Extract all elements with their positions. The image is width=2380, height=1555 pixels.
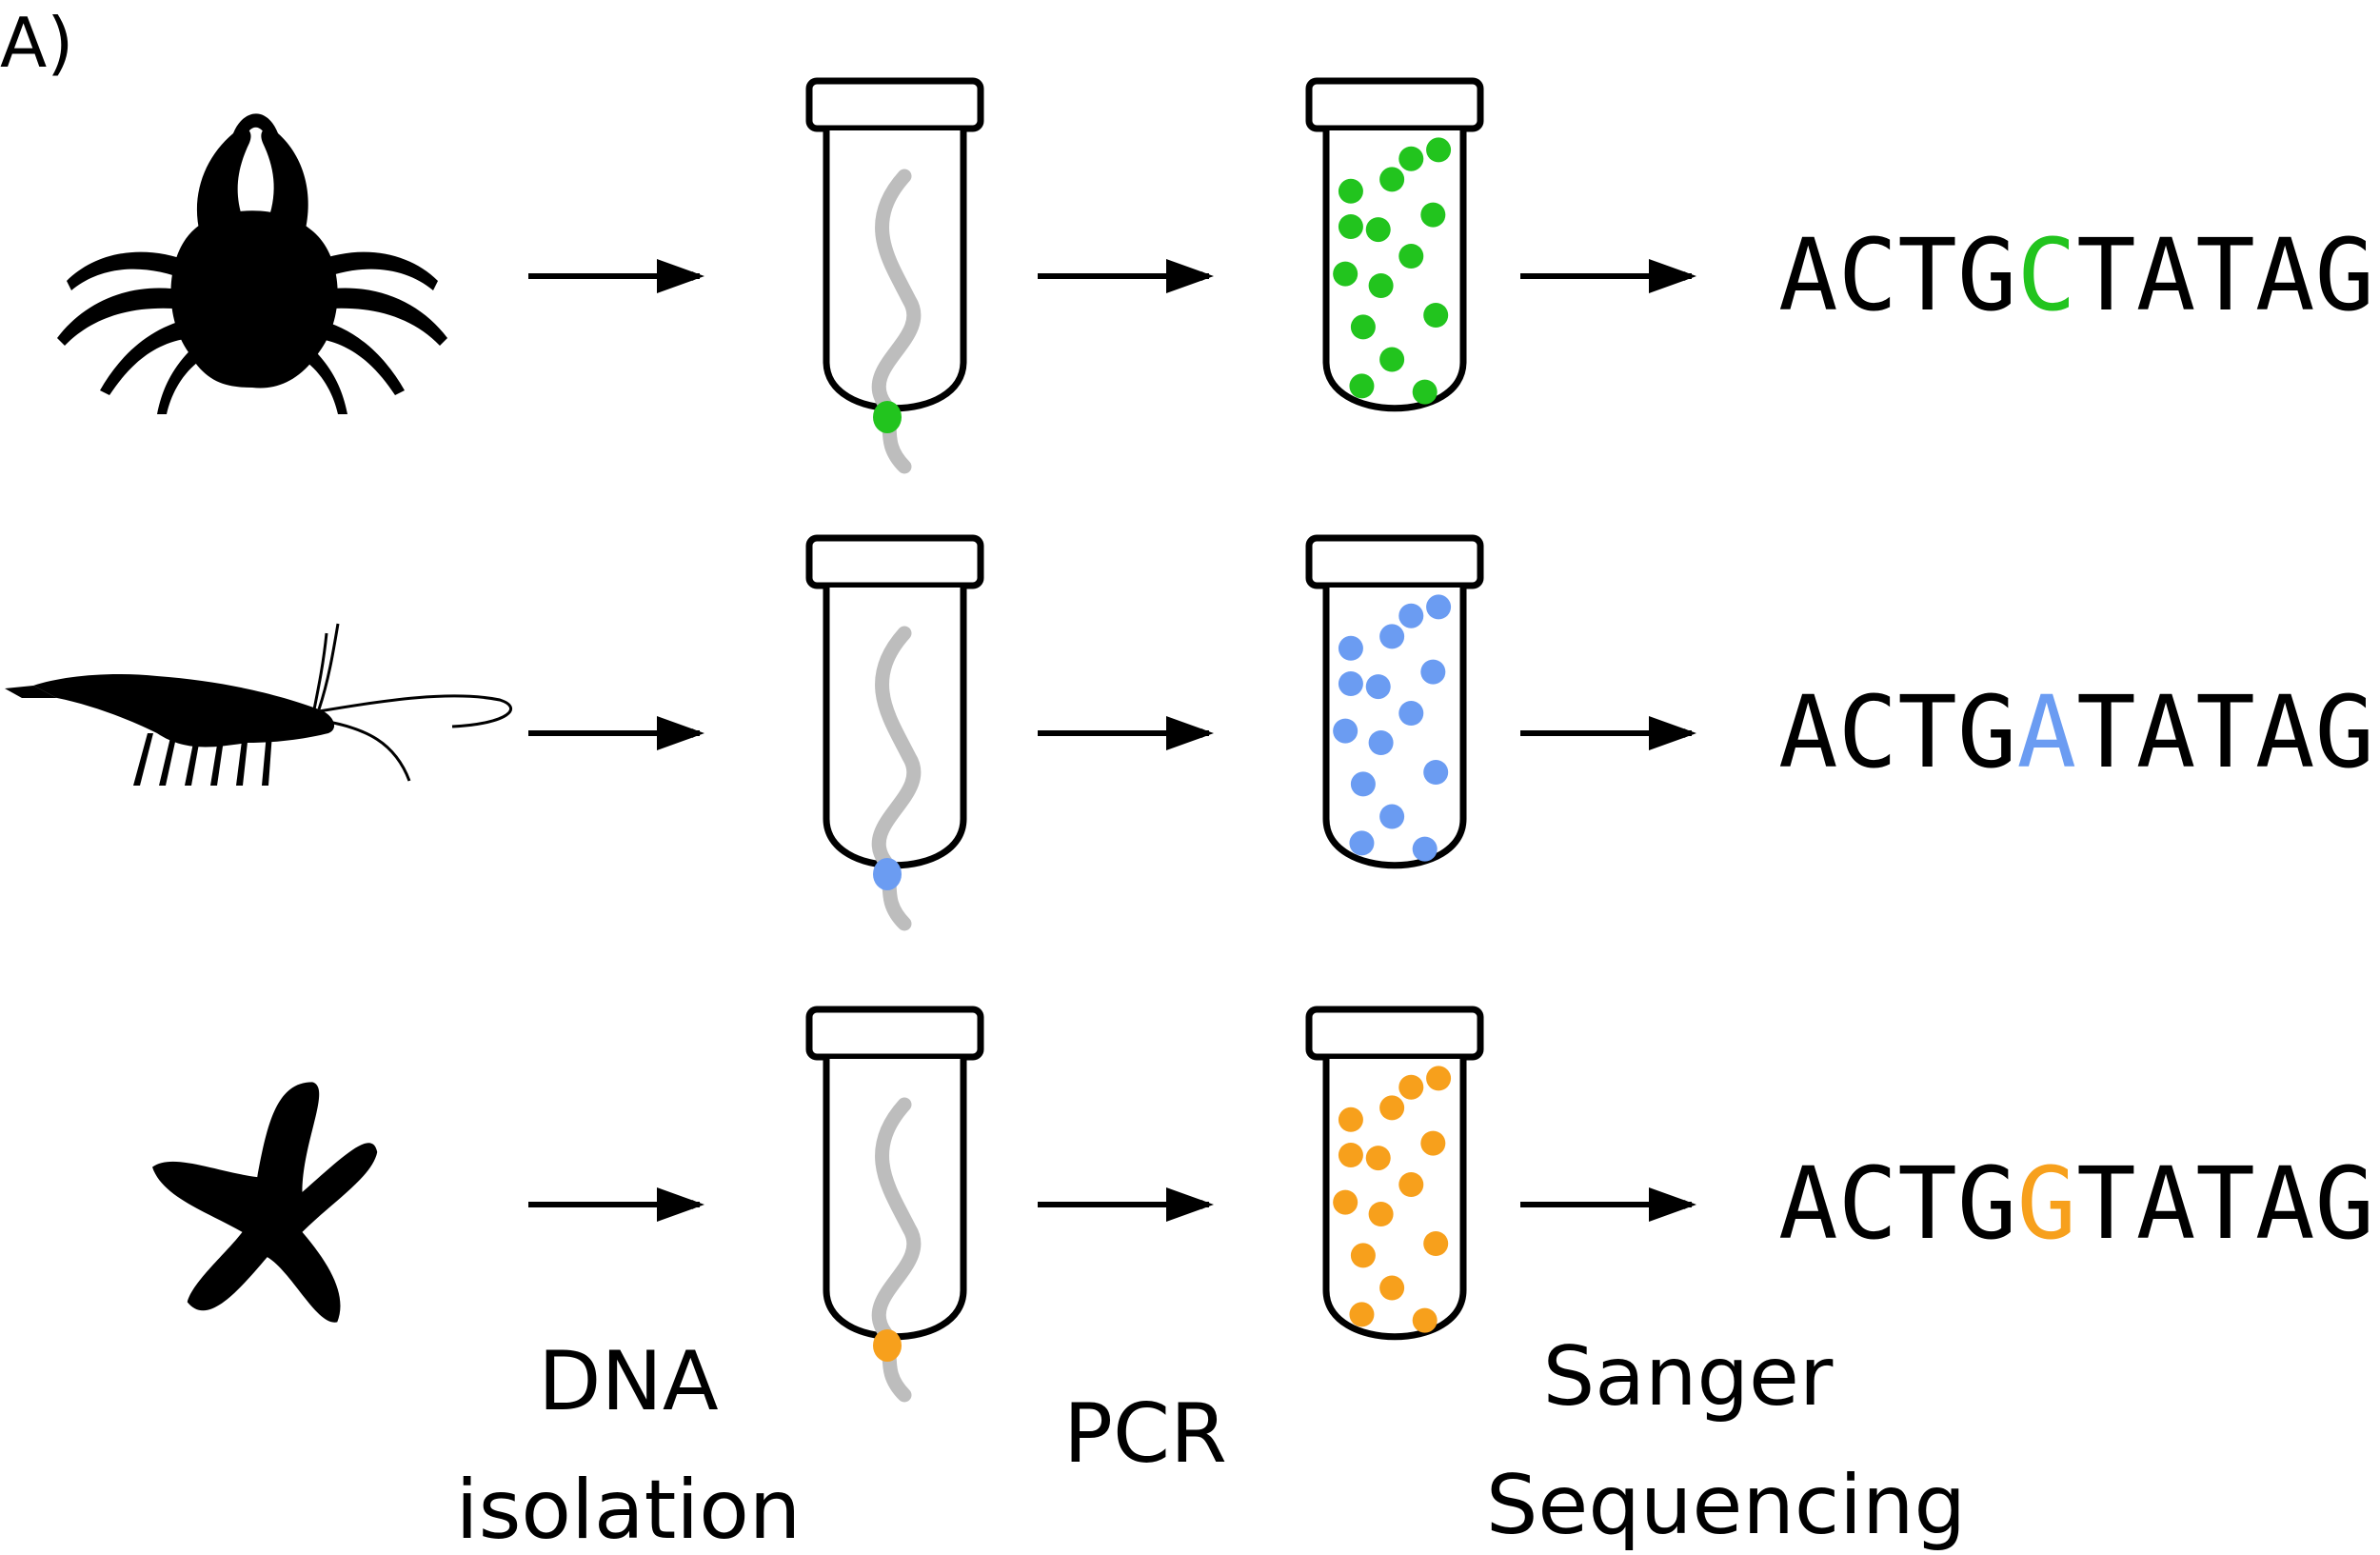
crab-icon [57,113,447,414]
amplicon-dot [1368,1202,1394,1226]
sequence-text: ACTGATATAG [1778,674,2374,790]
sanger-line2: Sequencing [1486,1458,1966,1553]
amplicon-dot [1350,314,1376,340]
amplicon-dot [1398,1172,1424,1197]
tube-cap [1305,77,1484,132]
panel-label: A) [0,3,73,83]
amplicon-dot [1338,214,1363,239]
amplicon-dot [1423,303,1449,328]
amplicon-dot [1365,674,1391,700]
amplicon-dot [1420,202,1446,228]
amplicon-dot [1349,1302,1375,1327]
step-label-pcr: PCR [1063,1386,1227,1482]
amplicon-dot [1412,1307,1438,1333]
amplicon-dot [1379,624,1405,649]
amplicon-dot [1368,730,1394,755]
tube-cap [1305,1006,1484,1061]
amplicon-dot [1426,1066,1452,1091]
amplicon-dot [1338,1143,1363,1167]
row-starfish: ACTGGTATAG [152,1006,2374,1403]
starfish-icon [152,1082,378,1323]
amplicon-dot [1368,273,1394,298]
target-gene-fragment [873,401,902,433]
target-gene-fragment [873,858,902,890]
variant-base: G [2016,1146,2076,1262]
variant-base: C [2016,217,2076,333]
amplicon-dot [1379,1275,1405,1301]
pcr-tube [1305,1006,1484,1341]
amplicon-dot [1349,830,1375,856]
dna-isolation-tube [805,77,984,474]
amplicon-dot [1333,1189,1359,1215]
step-label-sanger: Sanger Sequencing [1486,1329,1966,1553]
amplicon-dot [1379,1095,1405,1121]
sanger-line1: Sanger [1543,1329,1834,1425]
amplicon-dot [1412,379,1438,405]
shrimp-icon [5,623,512,786]
variant-base: A [2016,674,2076,790]
amplicon-dot [1379,347,1405,372]
dna-sequence: ACTGCTATAG [1778,217,2374,333]
target-gene-fragment [873,1329,902,1362]
amplicon-dot [1423,1231,1449,1256]
amplicon-dot [1398,603,1424,628]
tube-cap [805,534,984,589]
sequence-text: ACTGCTATAG [1778,217,2374,333]
amplicon-dot [1350,1243,1376,1268]
sequence-prefix: ACTG [1778,1146,2016,1262]
dna-sequence: ACTGATATAG [1778,674,2374,790]
amplicon-dot [1412,836,1438,862]
amplicon-dot [1350,771,1376,797]
amplicon-dot [1398,146,1424,171]
sequence-suffix: TATAG [2076,674,2374,790]
amplicon-dot [1338,1106,1363,1132]
amplicon-dot [1338,178,1363,204]
amplicon-dot [1398,1074,1424,1100]
amplicon-dot [1333,718,1359,744]
amplicon-dot [1333,261,1359,287]
amplicon-dot [1365,1146,1391,1171]
amplicon-dot [1420,1130,1446,1156]
amplicon-dot [1423,760,1449,785]
dna-isolation-line1: DNA [538,1334,719,1429]
amplicon-dot [1379,804,1405,829]
sequence-text: ACTGGTATAG [1778,1146,2374,1262]
pcr-tube [1305,534,1484,869]
pcr-label: PCR [1063,1386,1227,1482]
dna-sequence: ACTGGTATAG [1778,1146,2374,1262]
amplicon-dot [1398,701,1424,726]
tube-cap [805,1006,984,1061]
amplicon-dot [1349,373,1375,399]
tube-cap [805,77,984,132]
amplicon-dot [1379,167,1405,192]
dna-isolation-tube [805,1006,984,1403]
row-shrimp: ACTGATATAG [5,534,2374,931]
dna-isolation-tube [805,534,984,931]
step-label-dna-isolation: DNA isolation [456,1334,802,1555]
sequence-suffix: TATAG [2076,1146,2374,1262]
sequence-prefix: ACTG [1778,217,2016,333]
amplicon-dot [1426,594,1452,620]
sequence-suffix: TATAG [2076,217,2374,333]
amplicon-dot [1338,671,1363,696]
tube-cap [1305,534,1484,589]
amplicon-dot [1338,635,1363,661]
sequence-prefix: ACTG [1778,674,2016,790]
amplicon-dot [1426,137,1452,163]
dna-isolation-line2: isolation [456,1463,802,1555]
amplicon-dot [1398,244,1424,269]
row-crab: ACTGCTATAG [57,77,2374,474]
pcr-tube [1305,77,1484,412]
amplicon-dot [1420,659,1446,685]
amplicon-dot [1365,217,1391,243]
